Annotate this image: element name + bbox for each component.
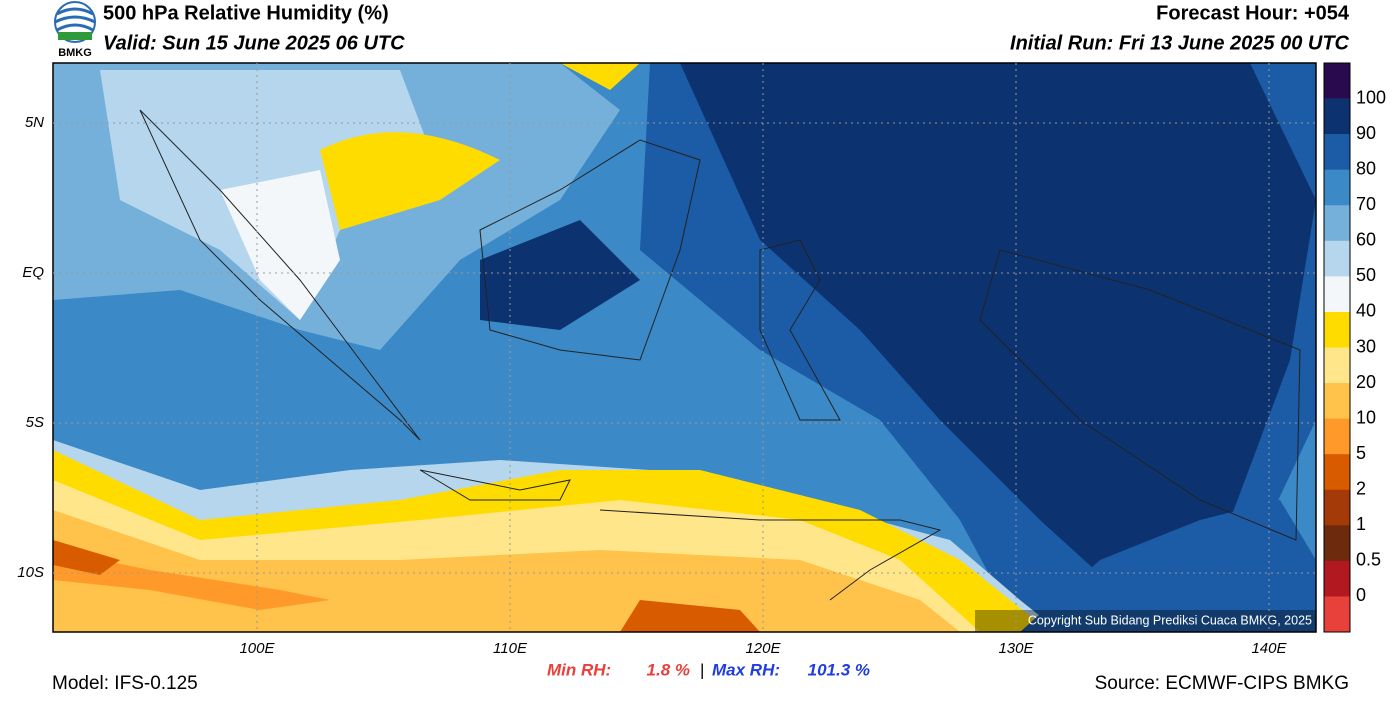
lon-label: 110E [493,640,528,657]
colorbar-label: 2 [1356,479,1366,499]
colorbar-segment [1324,347,1350,384]
colorbar-label: 50 [1356,265,1376,285]
colorbar-segment [1324,418,1350,455]
colorbar-label: 5 [1356,443,1366,463]
colorbar: 100 90 80 70 60 50 40 30 20 10 5 2 1 0.5 0 [1323,62,1386,633]
lon-label: 140E [1251,640,1287,657]
lat-label: EQ [22,264,44,281]
colorbar-segment [1324,276,1350,313]
colorbar-frame [1323,62,1351,633]
title: 500 hPa Relative Humidity (%) [103,2,389,24]
colorbar-segment [1324,454,1350,491]
colorbar-label: 100 [1356,87,1386,107]
colorbar-segment [1324,240,1350,277]
colorbar-segment [1324,63,1350,99]
model: Model: IFS-0.125 [52,673,198,694]
source: Source: ECMWF-CIPS BMKG [1095,673,1349,694]
lat-label: 10S [17,564,44,581]
colorbar-segment [1324,489,1350,526]
lon-label: 120E [745,640,781,657]
colorbar-label: 0 [1356,585,1366,605]
copyright-box [975,610,1316,632]
max-rh: 101.3 % [808,660,870,679]
colorbar-label: 20 [1356,372,1376,392]
colorbar-segment [1324,560,1350,597]
colorbar-label: 80 [1356,158,1376,178]
max-rh-label: Max RH: [712,660,780,679]
colorbar-label: 10 [1356,407,1376,427]
colorbar-segment [1324,311,1350,348]
colorbar-label: 60 [1356,230,1376,250]
valid-time: Valid: Sun 15 June 2025 06 UTC [103,32,405,54]
graticule [53,63,1316,632]
colorbar-label: 40 [1356,301,1376,321]
min-rh-label: Min RH: [547,660,611,679]
map-frame [52,62,1317,633]
colorbar-segment [1324,134,1350,170]
colorbar-segment [1324,596,1350,633]
min-rh: 1.8 % [647,660,690,679]
colorbar-segment [1324,205,1350,242]
forecast-hour: Forecast Hour: +054 [1156,2,1350,24]
colorbar-label: 30 [1356,336,1376,356]
lat-label: 5N [25,114,44,131]
separator: | [700,660,704,679]
colorbar-segment [1324,98,1350,135]
colorbar-label: 90 [1356,123,1376,143]
lon-label: 100E [239,640,275,657]
lat-label: 5S [26,414,44,431]
colorbar-label: 0.5 [1356,550,1381,570]
colorbar-segment [1324,525,1350,562]
colorbar-segment [1324,169,1350,206]
coastlines [139,109,1301,601]
logo-text: BMKG [58,47,92,59]
logo [54,1,96,43]
colorbar-segment [1324,383,1350,419]
colorbar-label: 70 [1356,194,1376,214]
copyright: Copyright Sub Bidang Prediksi Cuaca BMKG… [1028,613,1312,627]
lon-label: 130E [998,640,1034,657]
humidity-field [53,63,1316,632]
colorbar-label: 1 [1356,514,1366,534]
initial-run: Initial Run: Fri 13 June 2025 00 UTC [1010,32,1350,54]
